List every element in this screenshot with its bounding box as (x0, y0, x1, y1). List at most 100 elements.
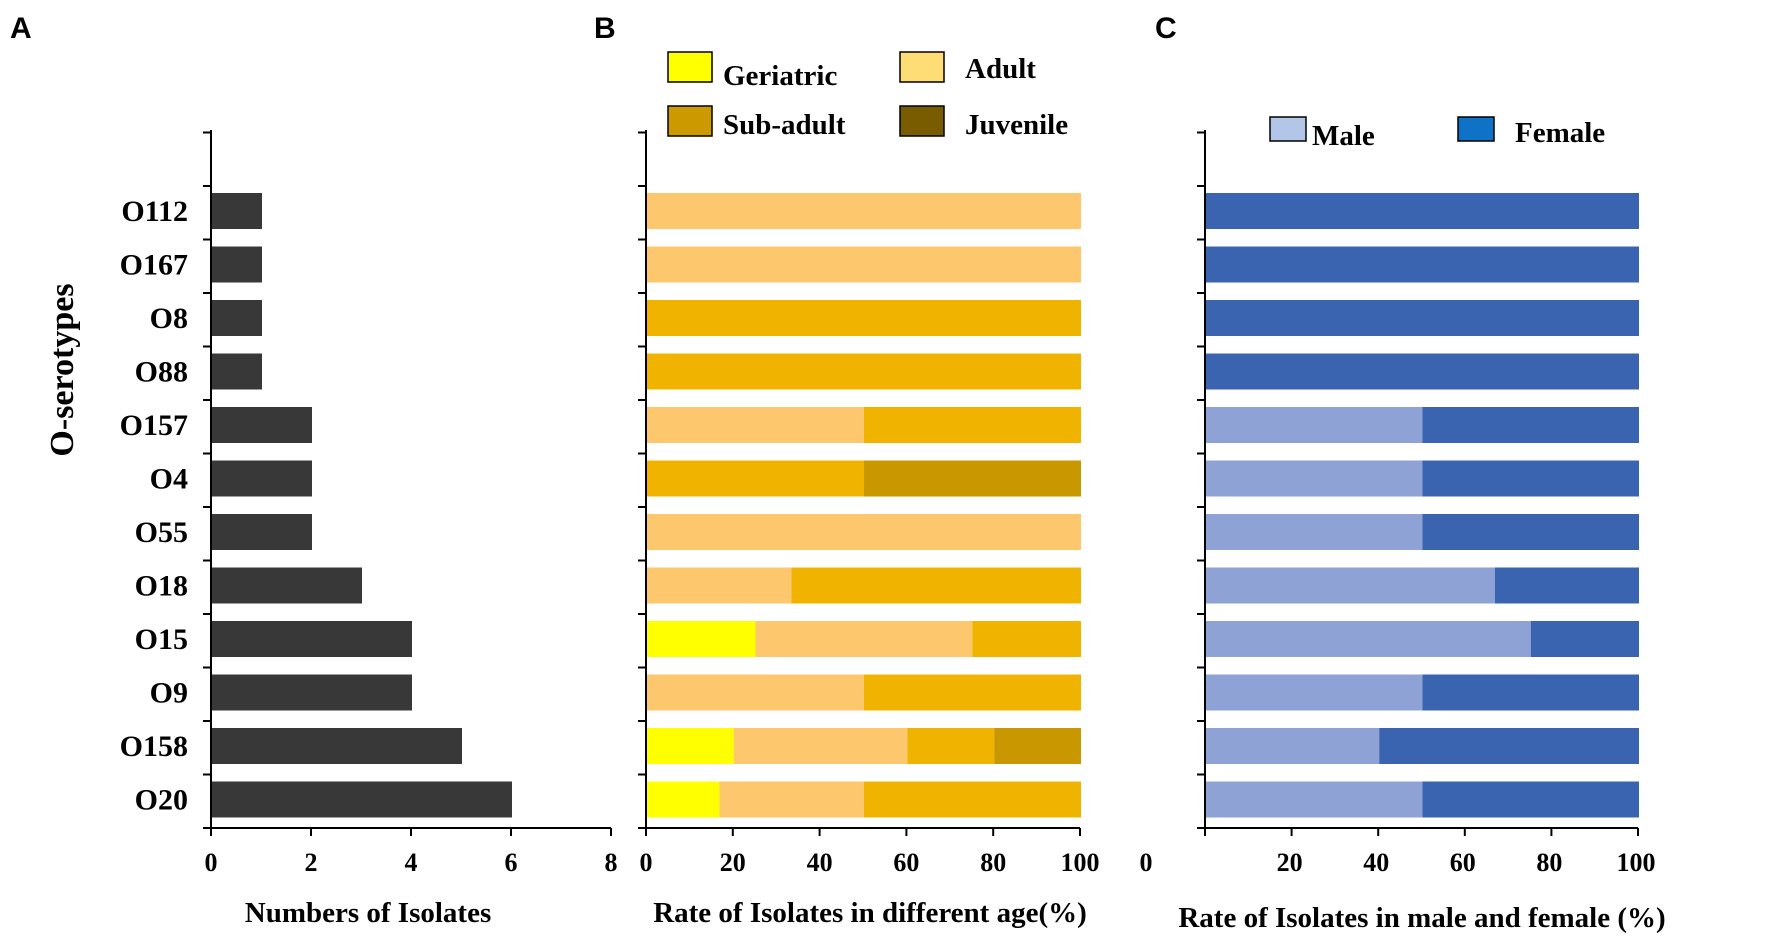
panel-b-bar-o158-juvenile (994, 728, 1081, 764)
panel-a-bar-o167 (212, 246, 262, 283)
panel-b-bar-o9-adult (647, 674, 864, 711)
panel-a-category-label: O167 (120, 249, 188, 282)
panel-a-x-tick-label: 2 (305, 848, 318, 877)
panel-a-x-tick-label: 8 (605, 848, 618, 877)
panel-b-x-tick-label: 40 (807, 848, 833, 877)
panel-a-bar-o157 (212, 407, 312, 443)
panel-a-category-label: O9 (150, 677, 188, 710)
panel-a-bar-o112 (212, 193, 262, 229)
panel-c-x-tick-label: 100 (1617, 848, 1656, 877)
panel-b-x-tick-label: 80 (980, 848, 1006, 877)
panel-b-bar-o4-sub-adult (647, 460, 864, 497)
panel-a-category-label: O20 (135, 784, 188, 817)
panel-b-bar-o55-adult (647, 514, 1081, 550)
panel-a-category-label: O15 (135, 623, 188, 656)
panel-a-bar-o9 (212, 674, 412, 711)
panel-c-x-tick-label: 40 (1363, 848, 1389, 877)
panel-b-legend-swatch-sub-adult (667, 105, 713, 137)
panel-b-bar-o15-geriatric (647, 621, 756, 657)
panel-b-legend-label-juvenile: Juvenile (965, 109, 1068, 141)
panel-b-bar-o20-sub-adult (864, 781, 1081, 818)
panel-a-bar-o158 (212, 728, 462, 764)
panel-a-bar-o15 (212, 621, 412, 657)
panel-c-x-tick-label: 20 (1277, 848, 1303, 877)
panel-c-legend-label-female: Female (1515, 117, 1605, 149)
panel-c-bar-o55-female (1422, 514, 1639, 550)
panel-b-x-tick-label: 100 (1061, 848, 1100, 877)
panel-c-chart: 0 20 40 60 80 100 Male Female (1140, 116, 1656, 877)
panel-a-bar-o18 (212, 567, 362, 604)
panel-b-legend-label-geriatric: Geriatric (723, 60, 837, 92)
panel-b-chart: 0 20 40 60 80 100 Geriatric Adult Sub-adult Juven… (638, 51, 1100, 877)
panel-a-category-label: O55 (135, 516, 188, 549)
panel-a-category-label: O88 (135, 356, 188, 389)
panel-b-bar-o8-sub-adult (647, 300, 1081, 336)
panel-c-bar-o9-female (1422, 674, 1639, 711)
panel-b-bar-o4-juvenile (864, 460, 1081, 497)
panel-c-bar-o20-male (1206, 781, 1423, 818)
panel-a-bar-o4 (212, 460, 312, 497)
panel-a-chart: 0 2 4 6 8 O112 O167 O8 O88 O157 O4 O55 O18 O15 O9 O158 O… (120, 130, 618, 877)
panel-b-bar-o158-adult (733, 728, 908, 764)
panel-b-legend-swatch-geriatric (667, 51, 713, 83)
panel-c-legend-swatch-male (1269, 116, 1307, 142)
panel-c-bar-o15-female (1530, 621, 1639, 657)
panel-b-legend-label-sub-adult: Sub-adult (723, 109, 846, 141)
panel-b-bar-o158-sub-adult (907, 728, 995, 764)
panel-a-category-label: O158 (120, 730, 188, 763)
panel-letter-c: C (1155, 12, 1177, 45)
panel-b-x-tick-label: 0 (640, 848, 653, 877)
panel-c-x-tick-label: 60 (1450, 848, 1476, 877)
panel-a-bar-o88 (212, 353, 262, 390)
panel-c-bar-o88-female (1206, 353, 1639, 390)
panel-c-bar-o4-female (1422, 460, 1639, 497)
panel-letter-a: A (10, 12, 32, 45)
panel-c-bar-o18-female (1494, 567, 1639, 604)
panel-b-legend-swatch-juvenile (899, 105, 945, 137)
panel-b-xlabel: Rate of Isolates in different age(%) (653, 897, 1087, 929)
panel-a-category-label: O18 (135, 570, 188, 603)
panel-c-legend-swatch-female (1457, 116, 1495, 142)
panel-a-x-tick-label: 6 (505, 848, 518, 877)
panel-c-legend-label-male: Male (1312, 120, 1375, 152)
panel-a-bar-o20 (212, 781, 512, 818)
panel-c-bar-o4-male (1206, 460, 1423, 497)
panel-a-category-label: O4 (150, 463, 188, 496)
panel-letter-b: B (594, 12, 616, 45)
panel-a-x-tick-label: 0 (205, 848, 218, 877)
panel-b-bar-o158-geriatric (647, 728, 734, 764)
panel-c-bar-o112-female (1206, 193, 1639, 229)
panel-b-bar-o18-adult (647, 567, 792, 604)
panel-a-category-label: O8 (150, 302, 188, 335)
panel-b-legend-swatch-adult (899, 51, 945, 83)
panel-b-bar-o20-adult (719, 781, 864, 818)
panel-c-bar-o158-male (1206, 728, 1380, 764)
panel-a-bar-o55 (212, 514, 312, 550)
panel-b-bar-o15-sub-adult (972, 621, 1081, 657)
panel-c-bar-o157-male (1206, 407, 1423, 443)
panel-c-bar-o15-male (1206, 621, 1531, 657)
panel-c-bar-o8-female (1206, 300, 1639, 336)
panel-b-bar-o157-sub-adult (864, 407, 1081, 443)
panel-b-bar-o15-adult (755, 621, 973, 657)
panel-a-xlabel: Numbers of Isolates (245, 897, 492, 929)
panel-c-bar-o18-male (1206, 567, 1495, 604)
panel-b-bar-o88-sub-adult (647, 353, 1081, 390)
panel-a-category-label: O112 (121, 195, 188, 228)
panel-a-bar-o8 (212, 300, 262, 336)
panel-a-ylabel: O-serotypes (44, 283, 81, 456)
panel-b-bar-o157-adult (647, 407, 864, 443)
panel-b-bar-o18-sub-adult (791, 567, 1081, 604)
panel-a-category-label: O157 (120, 409, 188, 442)
panel-c-bar-o158-female (1379, 728, 1639, 764)
panel-a-x-tick-label: 4 (405, 848, 418, 877)
panel-b-x-tick-label: 20 (720, 848, 746, 877)
panel-c-x-tick-label: 80 (1536, 848, 1562, 877)
panel-b-bar-o9-sub-adult (864, 674, 1081, 711)
panel-c-x-tick-label: 0 (1140, 848, 1153, 877)
panel-b-bar-o112-adult (647, 193, 1081, 229)
panel-b-x-tick-label: 60 (893, 848, 919, 877)
panel-c-bar-o9-male (1206, 674, 1423, 711)
panel-c-xlabel: Rate of Isolates in male and female (%) (1178, 902, 1665, 934)
